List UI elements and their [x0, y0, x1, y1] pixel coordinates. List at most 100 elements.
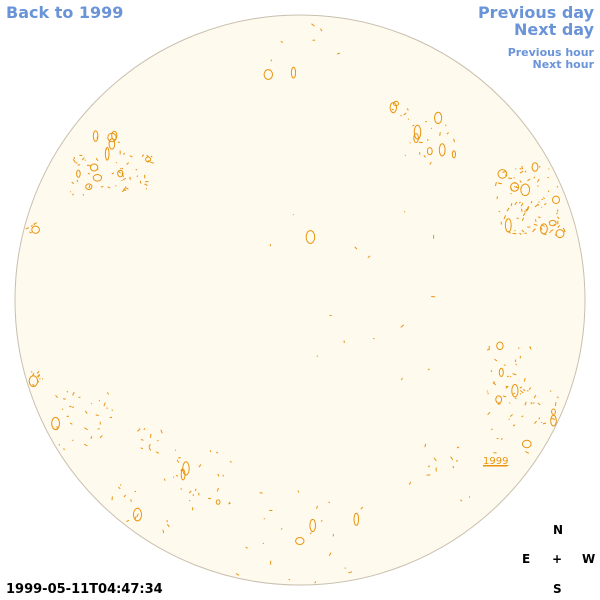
contour-mark [123, 188, 127, 192]
active-region-label[interactable]: 1999 [483, 456, 508, 467]
contour-mark [175, 474, 179, 477]
contour-mark [456, 446, 460, 449]
contour-mark [354, 246, 358, 250]
contour-mark [537, 203, 540, 206]
contour-mark [263, 69, 273, 80]
contour-mark [143, 427, 146, 431]
contour-mark [537, 402, 541, 406]
contour-mark [515, 363, 518, 366]
contour-mark [490, 370, 493, 373]
contour-mark [122, 177, 127, 181]
contour-mark [235, 573, 240, 576]
contour-mark [562, 227, 566, 232]
contour-mark [55, 394, 59, 399]
contour-mark [515, 186, 519, 189]
contour-mark [295, 537, 305, 545]
contour-mark [548, 168, 550, 170]
contour-mark [542, 197, 546, 200]
contour-mark [503, 215, 507, 220]
contour-mark [400, 377, 403, 381]
contour-mark [510, 203, 513, 207]
contour-mark [524, 401, 527, 406]
contour-mark [84, 159, 86, 161]
compass-center: + [552, 552, 563, 566]
contour-mark [162, 529, 165, 534]
contour-mark [29, 231, 32, 234]
contour-mark [172, 476, 175, 478]
contour-mark [551, 418, 556, 420]
contour-mark [413, 124, 422, 140]
contour-mark [550, 229, 554, 233]
contour-mark [216, 487, 219, 492]
contour-mark [280, 40, 284, 43]
contour-mark [495, 395, 503, 404]
previous-day-link[interactable]: Previous day [477, 3, 594, 22]
contour-mark [84, 410, 88, 414]
contour-mark [523, 378, 526, 382]
contour-mark [98, 399, 101, 402]
contour-mark [130, 499, 132, 502]
contour-mark [502, 171, 506, 173]
solar-disk [14, 14, 586, 586]
contour-mark [188, 499, 191, 502]
contour-mark [497, 169, 508, 179]
contour-mark [446, 132, 449, 135]
contour-mark [215, 499, 221, 505]
contour-mark [556, 396, 559, 399]
contour-mark [533, 176, 536, 179]
contour-mark [157, 439, 159, 442]
contour-mark [450, 456, 454, 461]
contour-mark [555, 229, 565, 239]
contour-mark [320, 519, 323, 522]
contour-mark [139, 180, 142, 184]
contour-mark [36, 371, 40, 374]
contour-mark [533, 223, 538, 226]
contour-mark [543, 202, 547, 206]
contour-mark [497, 182, 501, 185]
contour-mark [503, 364, 506, 366]
contour-mark [105, 148, 108, 151]
contour-mark [412, 124, 415, 127]
contour-mark [550, 414, 557, 427]
contour-mark [406, 108, 409, 111]
contour-mark [144, 183, 148, 186]
contour-mark [117, 486, 121, 490]
contour-mark [540, 206, 543, 208]
contour-mark [453, 138, 455, 143]
compass-east: E [522, 552, 531, 566]
contour-mark [95, 414, 99, 416]
contour-mark [510, 187, 513, 191]
contour-mark [541, 224, 545, 227]
contour-mark [217, 473, 220, 477]
contour-mark [452, 465, 455, 469]
contour-mark [66, 390, 69, 393]
contour-mark [118, 170, 121, 174]
contour-mark [549, 390, 552, 392]
next-day-link[interactable]: Next day [514, 20, 594, 39]
contour-mark [505, 174, 508, 177]
contour-mark [509, 414, 513, 417]
contour-mark [409, 142, 411, 144]
next-hour-link[interactable]: Next hour [532, 58, 595, 71]
contour-mark [521, 165, 524, 170]
contour-mark [509, 375, 512, 378]
contour-mark [531, 162, 539, 172]
contour-mark [533, 228, 536, 231]
previous-hour-link[interactable]: Previous hour [507, 46, 594, 59]
contour-mark [123, 152, 125, 155]
back-to-year-link[interactable]: Back to 1999 [6, 3, 124, 22]
contour-mark [500, 437, 503, 441]
contour-mark [215, 451, 219, 454]
contour-mark [51, 416, 60, 431]
contour-mark [389, 102, 397, 114]
contour-mark [123, 494, 127, 498]
contour-mark [534, 420, 537, 425]
contour-mark [87, 172, 91, 175]
contour-mark [305, 230, 316, 244]
contour-mark [191, 507, 194, 511]
contour-mark [557, 216, 560, 220]
contour-mark [521, 217, 525, 222]
contour-mark [516, 217, 519, 220]
contour-mark [549, 231, 551, 234]
contour-mark [498, 367, 504, 377]
